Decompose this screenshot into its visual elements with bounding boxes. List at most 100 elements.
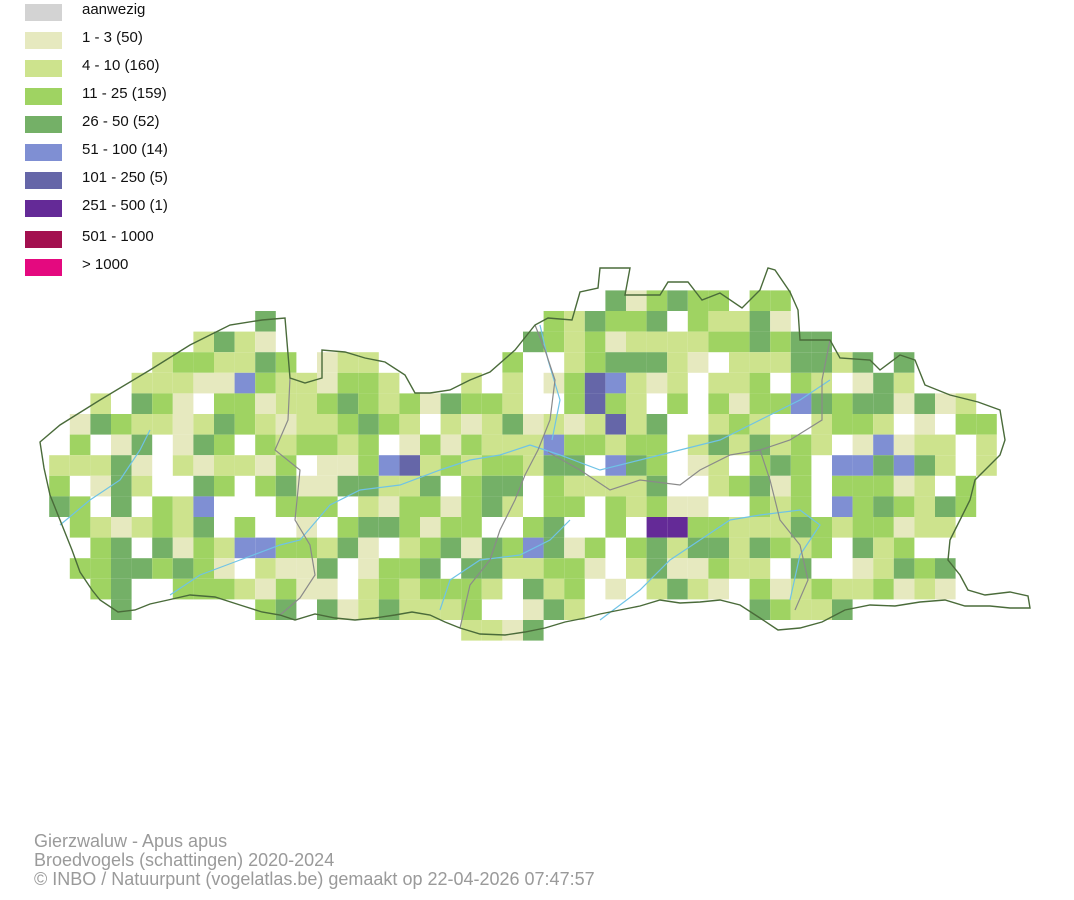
atlas-square	[790, 599, 812, 620]
atlas-square	[646, 434, 668, 456]
atlas-square	[749, 599, 771, 620]
atlas-square	[749, 311, 771, 332]
atlas-square	[914, 393, 935, 414]
legend-label: 101 - 250 (5)	[82, 169, 168, 186]
atlas-square	[852, 414, 874, 435]
atlas-square	[420, 434, 441, 456]
atlas-square	[358, 537, 379, 559]
atlas-square	[275, 455, 297, 476]
atlas-square	[523, 331, 544, 353]
atlas-square	[667, 578, 688, 600]
atlas-square	[543, 496, 565, 517]
atlas-square	[152, 393, 173, 414]
atlas-square	[461, 496, 482, 517]
atlas-square	[275, 434, 297, 456]
atlas-square	[502, 558, 523, 579]
atlas-square	[255, 434, 276, 456]
atlas-square	[193, 352, 214, 373]
atlas-square	[770, 352, 791, 373]
atlas-square	[275, 558, 297, 579]
atlas-square	[873, 537, 894, 559]
atlas-square	[852, 496, 874, 517]
atlas-square	[790, 331, 812, 353]
atlas-square	[646, 290, 668, 311]
atlas-square	[914, 517, 935, 538]
legend-label: 51 - 100 (14)	[82, 141, 168, 158]
atlas-square	[584, 311, 606, 332]
species-title: Gierzwaluw - Apus apus	[34, 831, 228, 851]
atlas-square	[564, 578, 585, 600]
atlas-square	[749, 393, 771, 414]
atlas-square	[193, 496, 214, 517]
atlas-square	[399, 496, 420, 517]
atlas-square	[481, 414, 503, 435]
atlas-square	[749, 434, 771, 456]
atlas-square	[275, 537, 297, 559]
atlas-square	[914, 496, 935, 517]
atlas-square	[893, 475, 915, 497]
map-caption: Gierzwaluw - Apus apus Broedvogels (scha…	[34, 832, 595, 889]
atlas-square	[461, 434, 482, 456]
atlas-square	[708, 537, 729, 559]
atlas-square	[69, 517, 91, 538]
atlas-square	[605, 372, 626, 394]
atlas-square	[543, 414, 565, 435]
atlas-square	[378, 496, 400, 517]
atlas-square	[234, 393, 256, 414]
river	[539, 324, 561, 441]
atlas-square	[893, 558, 915, 579]
atlas-square	[378, 414, 400, 435]
atlas-square	[770, 517, 791, 538]
atlas-square	[481, 578, 503, 600]
atlas-square	[749, 455, 771, 476]
atlas-square	[914, 455, 935, 476]
atlas-square	[193, 372, 214, 394]
atlas-square	[358, 496, 379, 517]
atlas-square	[811, 537, 832, 559]
atlas-square	[687, 558, 709, 579]
atlas-square	[214, 393, 235, 414]
atlas-square	[852, 393, 874, 414]
atlas-square	[687, 455, 709, 476]
river	[59, 429, 151, 526]
atlas-square	[214, 455, 235, 476]
atlas-square	[481, 496, 503, 517]
atlas-square	[440, 434, 462, 456]
atlas-square	[646, 331, 668, 353]
atlas-square	[255, 311, 276, 332]
atlas-square	[667, 517, 688, 538]
atlas-square	[667, 352, 688, 373]
atlas-square	[399, 393, 420, 414]
atlas-square	[440, 517, 462, 538]
atlas-square	[90, 578, 111, 600]
atlas-square	[420, 496, 441, 517]
atlas-square	[852, 352, 874, 373]
atlas-square	[358, 599, 379, 620]
atlas-square	[214, 372, 235, 394]
atlas-square	[893, 352, 915, 373]
atlas-square	[605, 311, 626, 332]
atlas-square	[481, 455, 503, 476]
atlas-square	[564, 352, 585, 373]
atlas-square	[605, 434, 626, 456]
atlas-square	[749, 331, 771, 353]
atlas-square	[275, 496, 297, 517]
atlas-square	[502, 414, 523, 435]
atlas-square	[626, 414, 647, 435]
atlas-square	[605, 517, 626, 538]
atlas-square	[358, 578, 379, 600]
atlas-square	[193, 537, 214, 559]
atlas-square	[955, 414, 977, 435]
atlas-square	[523, 599, 544, 620]
atlas-square	[873, 455, 894, 476]
atlas-square	[193, 434, 214, 456]
atlas-square	[317, 475, 338, 497]
atlas-square	[564, 558, 585, 579]
atlas-square	[234, 331, 256, 353]
atlas-square	[564, 537, 585, 559]
atlas-square	[440, 496, 462, 517]
atlas-square	[275, 475, 297, 497]
province-border	[759, 449, 809, 611]
atlas-square	[399, 537, 420, 559]
atlas-square	[543, 331, 565, 353]
